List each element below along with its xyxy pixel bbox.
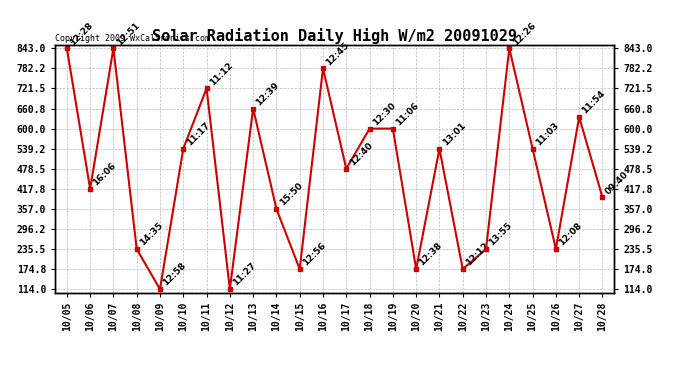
Text: 12:40: 12:40 <box>348 141 374 167</box>
Text: 12:45: 12:45 <box>324 40 351 67</box>
Text: 12:26: 12:26 <box>511 20 538 47</box>
Text: 14:35: 14:35 <box>138 221 165 248</box>
Text: 09:40: 09:40 <box>604 170 631 196</box>
Text: 12:38: 12:38 <box>417 241 444 268</box>
Text: 12:30: 12:30 <box>371 101 397 127</box>
Text: 12:28: 12:28 <box>68 20 95 47</box>
Text: 11:27: 11:27 <box>231 261 258 288</box>
Text: 11:06: 11:06 <box>394 101 421 127</box>
Text: 12:12: 12:12 <box>464 241 491 268</box>
Text: 11:54: 11:54 <box>580 89 607 116</box>
Text: 11:17: 11:17 <box>185 121 211 147</box>
Text: 12:51: 12:51 <box>115 20 141 47</box>
Text: 11:12: 11:12 <box>208 60 235 87</box>
Text: 13:01: 13:01 <box>441 121 467 147</box>
Text: 15:50: 15:50 <box>278 181 304 207</box>
Text: Copyright 2009 WxCaltronics.com: Copyright 2009 WxCaltronics.com <box>55 33 210 42</box>
Text: 12:56: 12:56 <box>301 241 328 268</box>
Text: 12:39: 12:39 <box>255 80 282 107</box>
Text: 11:03: 11:03 <box>534 121 560 147</box>
Text: 12:58: 12:58 <box>161 261 188 288</box>
Text: 16:06: 16:06 <box>92 161 118 188</box>
Text: 12:08: 12:08 <box>558 221 584 248</box>
Text: 13:55: 13:55 <box>487 221 514 248</box>
Title: Solar Radiation Daily High W/m2 20091029: Solar Radiation Daily High W/m2 20091029 <box>152 28 517 44</box>
